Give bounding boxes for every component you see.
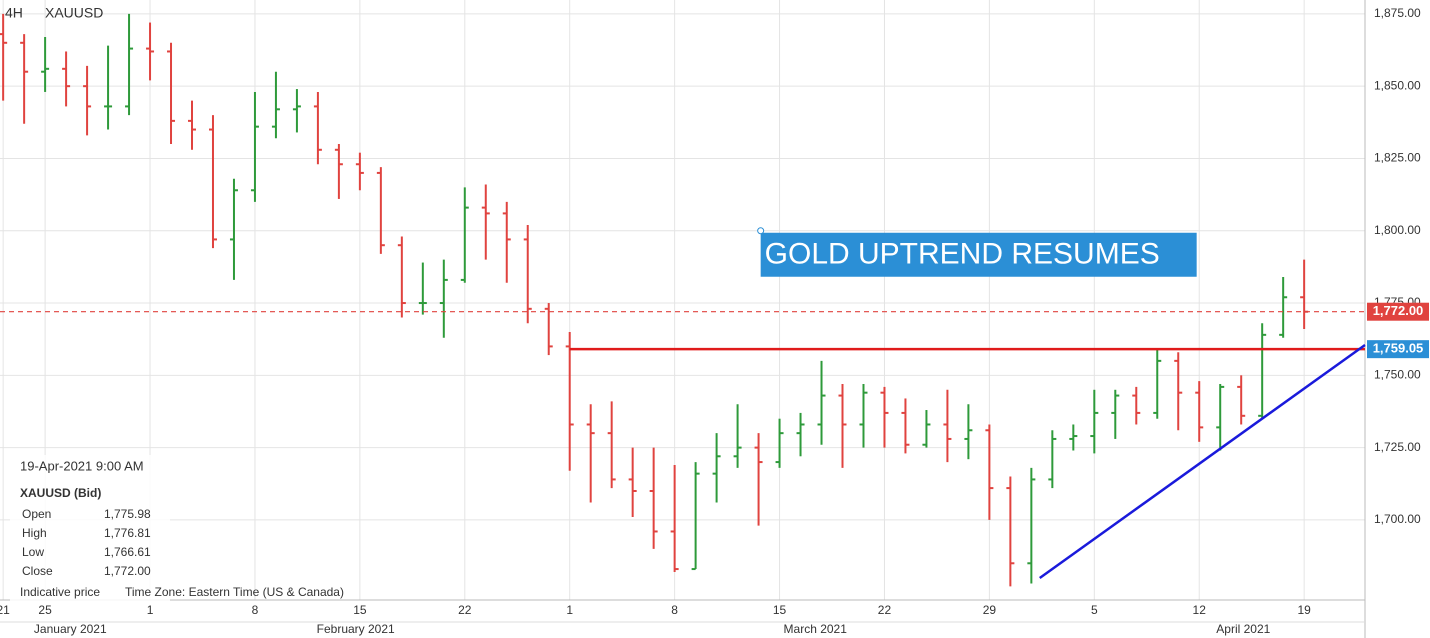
x-tick-label: 15: [353, 603, 367, 617]
marks: [0, 13, 1309, 587]
overlay: 1,700.001,725.001,750.001,775.001,800.00…: [0, 6, 1429, 636]
info-value: 1,776.81: [104, 526, 151, 540]
info-key: Open: [22, 507, 51, 521]
trend-line: [1039, 343, 1366, 580]
x-tick-label: 1: [566, 603, 573, 617]
month-label: March 2021: [784, 622, 848, 636]
timeframe: 4H: [5, 5, 23, 21]
month-label: February 2021: [317, 622, 395, 636]
level-label: 1,759.05: [1373, 341, 1424, 356]
info-key: Close: [22, 564, 53, 578]
x-tick-label: 15: [773, 603, 787, 617]
y-tick-label: 1,700.00: [1374, 512, 1421, 526]
x-tick-label: 5: [1091, 603, 1098, 617]
info-value: 1,775.98: [104, 507, 151, 521]
info-timezone: Time Zone: Eastern Time (US & Canada): [125, 585, 344, 599]
y-tick-label: 1,850.00: [1374, 78, 1421, 92]
info-panel: [10, 455, 170, 605]
month-label: January 2021: [34, 622, 107, 636]
info-symbol: XAUUSD (Bid): [20, 486, 101, 500]
x-tick-label: 12: [1193, 603, 1207, 617]
info-footnote: Indicative price: [20, 585, 100, 599]
x-tick-label: 22: [878, 603, 892, 617]
info-key: High: [22, 526, 47, 540]
x-tick-label: 19: [1297, 603, 1311, 617]
price-label-box: [1367, 302, 1429, 321]
y-tick-label: 1,875.00: [1374, 6, 1421, 20]
price-label: 1,772.00: [1373, 303, 1424, 318]
x-tick-label: 29: [983, 603, 997, 617]
y-tick-label: 1,750.00: [1374, 367, 1421, 381]
y-tick-label: 1,825.00: [1374, 151, 1421, 165]
annotation-anchor: [757, 227, 765, 235]
chart-title: XAUUSD: [45, 5, 103, 21]
month-label: April 2021: [1216, 622, 1270, 636]
info-value: 1,772.00: [104, 564, 151, 578]
x-tick-label: 1: [147, 603, 154, 617]
annotation-box: [760, 232, 1197, 277]
x-tick-label: 8: [671, 603, 678, 617]
x-tick-label: 21: [0, 603, 10, 617]
y-tick-label: 1,800.00: [1374, 223, 1421, 237]
info-value: 1,766.61: [104, 545, 151, 559]
x-tick-label: 22: [458, 603, 472, 617]
annotation-text: GOLD UPTREND RESUMES: [765, 238, 1160, 271]
level-label-box: [1367, 340, 1429, 359]
x-tick-label: 8: [252, 603, 259, 617]
info-key: Low: [22, 545, 44, 559]
info-datetime: 19-Apr-2021 9:00 AM: [20, 458, 144, 473]
x-tick-label: 25: [38, 603, 52, 617]
y-tick-label: 1,725.00: [1374, 440, 1421, 454]
